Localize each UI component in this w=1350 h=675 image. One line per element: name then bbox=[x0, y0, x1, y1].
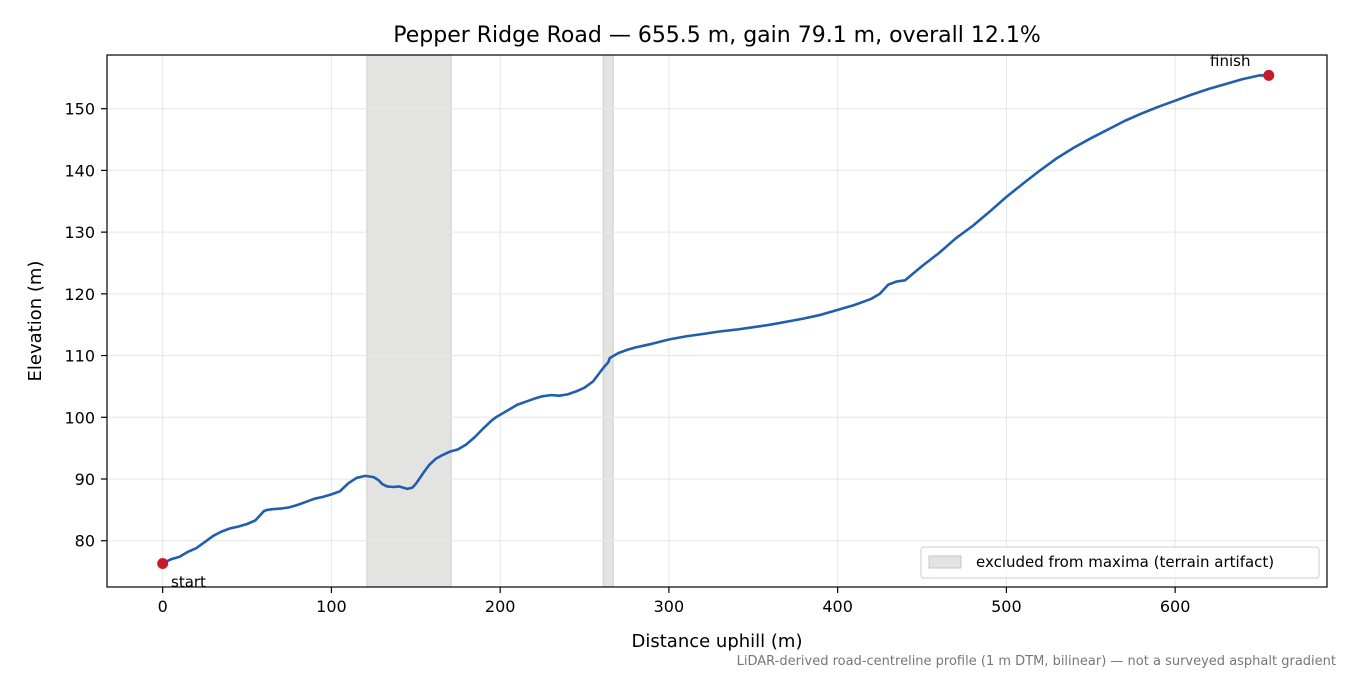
legend-swatch bbox=[928, 555, 962, 569]
x-tick-label: 500 bbox=[991, 597, 1022, 616]
x-tick-label: 200 bbox=[485, 597, 516, 616]
finish-marker bbox=[1263, 69, 1275, 81]
y-tick-label: 100 bbox=[64, 408, 95, 427]
y-tick-label: 150 bbox=[64, 100, 95, 119]
y-tick-label: 120 bbox=[64, 285, 95, 304]
chart-caption: LiDAR-derived road-centreline profile (1… bbox=[737, 654, 1336, 669]
x-tick-label: 400 bbox=[822, 597, 853, 616]
x-tick-label: 100 bbox=[316, 597, 347, 616]
legend-entry-excluded: excluded from maxima (terrain artifact) bbox=[976, 553, 1274, 571]
excluded-regions bbox=[366, 54, 614, 588]
excluded-region-1 bbox=[366, 54, 452, 588]
finish-annotation: finish bbox=[1210, 52, 1250, 70]
y-tick-label: 80 bbox=[75, 532, 95, 551]
x-tick-label: 0 bbox=[158, 597, 168, 616]
elevation-line bbox=[161, 74, 1271, 565]
x-axis-ticks: 0 100 200 300 400 500 600 bbox=[158, 587, 1191, 616]
x-axis-label: Distance uphill (m) bbox=[632, 631, 803, 652]
y-tick-label: 110 bbox=[64, 347, 95, 366]
legend-box bbox=[920, 546, 1320, 579]
chart-title: Pepper Ridge Road — 655.5 m, gain 79.1 m… bbox=[393, 23, 1041, 48]
y-tick-label: 90 bbox=[75, 470, 95, 489]
grid bbox=[107, 55, 1327, 587]
plot-frame bbox=[106, 54, 1328, 588]
series-layer bbox=[161, 74, 1271, 565]
excluded-region-2 bbox=[602, 54, 614, 588]
x-tick-label: 300 bbox=[654, 597, 685, 616]
y-tick-label: 140 bbox=[64, 161, 95, 180]
x-tick-label: 600 bbox=[1160, 597, 1191, 616]
start-annotation: start bbox=[171, 573, 206, 591]
start-marker bbox=[157, 558, 169, 570]
y-axis-label: Elevation (m) bbox=[25, 261, 46, 382]
y-axis-ticks: 80 90 100 110 120 130 140 150 bbox=[64, 100, 107, 551]
y-tick-label: 130 bbox=[64, 223, 95, 242]
endpoint-markers bbox=[157, 69, 1275, 570]
legend: excluded from maxima (terrain artifact) bbox=[920, 546, 1320, 579]
